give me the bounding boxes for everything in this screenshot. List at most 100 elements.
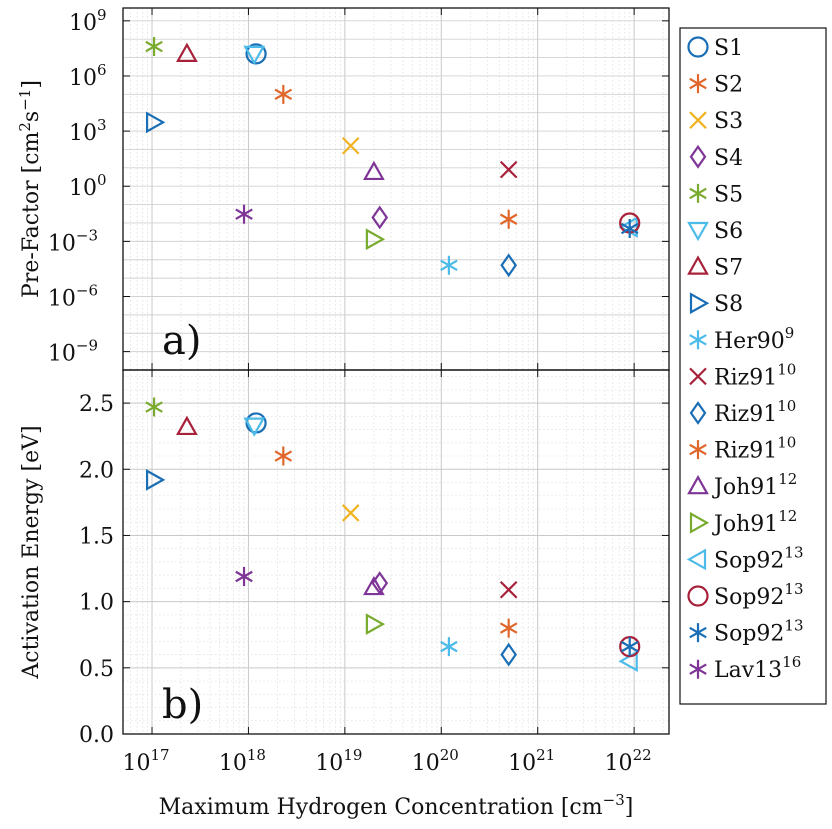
marker-joh91a [363,575,385,596]
legend-entry: Sop9213 [687,580,804,610]
x-axis-label: Maximum Hydrogen Concentration [cm−3] [159,791,634,820]
legend-label: S2 [714,73,743,98]
panel-b-ylabel: Activation Energy [eV] [19,425,44,679]
marker-s8 [145,111,166,134]
panel-b-label: b) [162,682,203,728]
y-tick-label: 103 [69,116,107,146]
legend-marker-asterisk [689,623,707,643]
y-tick-label: 0.0 [79,723,114,748]
legend-entry: Riz9110 [689,360,796,390]
marker-lav13 [235,566,253,586]
panel-a-ylabel: Pre-Factor [cm2s−1] [16,80,44,298]
marker-s2 [274,446,293,466]
y-tick-label: 10−6 [48,281,98,311]
legend: S1 S2 S3 S4 S5 S6 S7 S8 Her909 Riz9110 Riz9110 Riz9… [679,27,827,705]
legend-entry: Riz9110 [689,397,796,427]
marker-riz91c [499,618,518,638]
legend-label: S6 [714,219,743,244]
panel-a-ticks: 10−9 10−6 10−3 100 103 106 109 [48,6,669,370]
marker-s5 [145,397,163,417]
legend-entry: S7 [687,255,743,281]
panel-b-grid [122,370,669,735]
marker-s4 [371,205,389,230]
marker-her90 [440,637,458,657]
x-tick-label: 1021 [508,746,555,776]
marker-s3 [341,136,360,155]
legend-marker-triangle-up [687,474,709,495]
legend-marker-x [689,367,707,386]
legend-label: Sop9213 [714,543,804,573]
y-tick-label: 1.5 [79,524,114,549]
panel-b-markers [145,397,641,673]
legend-label: Lav1316 [714,653,801,683]
y-tick-label: 106 [69,61,107,91]
legend-marker-circle [687,36,709,58]
x-tick-labels: 1017 1018 1019 1020 1021 1022 [122,746,651,776]
marker-s2 [274,84,293,104]
legend-label: Riz9110 [714,397,796,427]
y-tick-label: 100 [69,171,107,201]
legend-marker-asterisk [689,330,707,350]
y-tick-label: 10−9 [48,337,98,367]
legend-entry: Joh9112 [687,470,797,500]
y-tick-label: 2.0 [79,458,114,483]
legend-marker-triangle-up [687,255,709,275]
legend-label: Joh9112 [712,507,797,537]
legend-label: Riz9110 [714,434,796,464]
marker-s3 [341,504,360,522]
y-tick-label: 10−3 [48,226,98,256]
legend-marker-asterisk [689,183,707,203]
legend-marker-triangle-right [689,292,710,315]
marker-riz91a [499,160,518,179]
legend-marker-diamond [689,401,707,425]
legend-entry: S8 [689,292,743,317]
marker-riz91c [499,209,518,229]
legend-label: S7 [714,256,743,281]
panel-a-markers [145,37,641,278]
marker-riz91a [499,580,518,599]
legend-marker-asterisk [689,440,707,460]
legend-entry: Sop9213 [686,543,804,573]
legend-label: Sop9213 [714,580,804,610]
x-tick-label: 1019 [315,746,362,776]
legend-label: Sop9213 [714,617,804,647]
marker-lav13 [235,204,253,224]
legend-entry: Her909 [689,324,794,354]
legend-label: Joh9112 [712,470,797,500]
legend-marker-circle [687,585,709,607]
marker-sop92c [620,219,639,239]
marker-joh91a [363,160,385,181]
panel-b: 0.0 0.5 1.0 1.5 2.0 2.5 b) Activation Energy … [19,369,670,748]
legend-label: Riz9110 [714,360,796,390]
legend-entry: S1 [687,36,743,61]
panel-a: 10−9 10−6 10−3 100 103 106 109 a) Pre-Factor [… [16,6,670,371]
panel-b-ticks: 0.0 0.5 1.0 1.5 2.0 2.5 [79,370,669,748]
legend-entry: S6 [687,219,743,244]
marker-s1 [245,43,267,65]
panel-a-grid [122,8,669,371]
marker-joh91b [365,228,386,251]
legend-entry: Joh9112 [689,507,797,537]
marker-sop92c [620,637,639,657]
marker-riz91b [500,253,518,278]
legend-label: S8 [714,292,743,317]
x-tick-label: 1018 [219,746,266,776]
legend-entry: Riz9110 [689,434,796,464]
marker-s5 [145,37,163,57]
legend-marker-asterisk [689,659,707,679]
panel-a-label: a) [162,318,201,364]
legend-marker-asterisk [689,74,707,94]
marker-joh91b [365,613,386,636]
legend-marker-triangle-down [687,221,709,242]
legend-frame [679,27,827,705]
legend-entry: Lav1316 [689,653,801,683]
legend-entry: S2 [689,73,743,98]
legend-label: S5 [714,182,743,207]
marker-s6 [243,45,266,66]
y-tick-label: 0.5 [79,657,114,682]
legend-entry: S5 [689,182,743,207]
legend-entry: Sop9213 [689,617,804,647]
y-tick-label: 109 [69,6,107,36]
legend-label: Her909 [714,324,794,354]
